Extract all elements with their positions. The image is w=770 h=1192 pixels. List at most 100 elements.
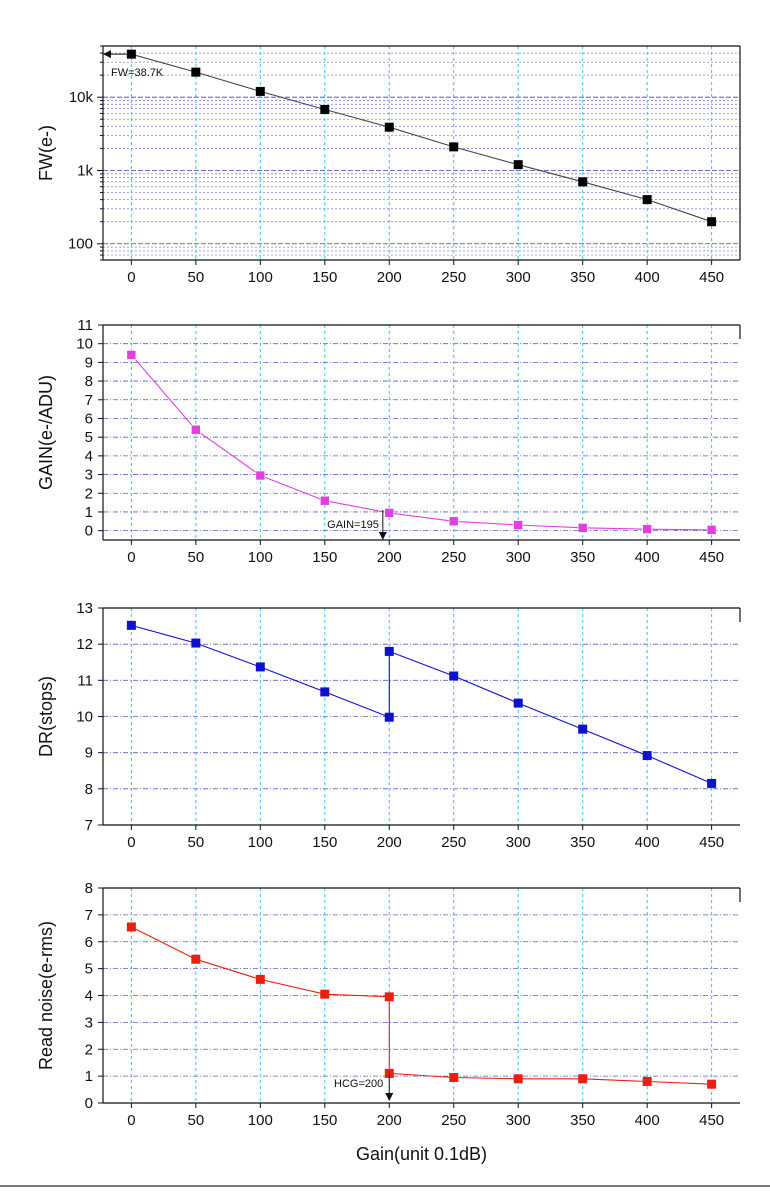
y-tick-label: 6 [85,410,93,427]
data-point [126,350,137,360]
x-tick-label: 250 [441,834,466,851]
y-tick-label: 11 [77,672,93,689]
y-tick-label: 1 [85,504,93,521]
x-tick-label: 50 [187,834,204,851]
data-point [707,217,717,227]
data-point [320,989,330,999]
data-point [642,195,652,205]
data-point [191,954,201,964]
data-point [191,67,201,77]
x-tick-label: 400 [635,834,660,851]
data-point [126,620,136,630]
y-tick-label: 1k [77,162,93,179]
data-point [642,524,652,534]
x-tick-label: 0 [127,549,135,566]
annotation-arrowhead [385,1093,394,1101]
data-point [577,523,588,533]
y-tick-label: 3 [85,1014,93,1031]
x-tick-label: 250 [441,269,466,286]
x-tick-label: 350 [570,269,595,286]
y-tick-label: 6 [85,934,93,951]
y-tick-label: 8 [85,373,93,390]
x-tick-label: 450 [699,834,724,851]
x-tick-label: 50 [187,269,204,286]
y-tick-label: 4 [85,448,93,465]
x-tick-label: 100 [248,549,273,566]
data-point [449,671,459,681]
data-point [513,160,523,170]
data-point [255,974,265,984]
x-tick-label: 400 [635,269,660,286]
data-point [384,712,394,722]
x-tick-label: 150 [312,269,337,286]
y-tick-label: 13 [76,600,93,617]
x-tick-label: 350 [570,1112,595,1129]
x-tick-label: 300 [506,269,531,286]
data-point [320,687,330,697]
x-tick-label: 150 [312,549,337,566]
y-tick-label: 12 [76,636,93,653]
y-tick-label: 100 [68,236,93,253]
y-tick-label: 10k [69,89,94,106]
y-tick-label: 2 [85,485,93,502]
data-point [320,104,330,114]
annotation-arrowhead [103,50,111,59]
y-tick-label: 3 [85,467,93,484]
data-point [707,778,717,788]
x-tick-label: 250 [441,549,466,566]
data-point [707,1079,717,1089]
x-tick-label: 300 [506,549,531,566]
y-tick-label: 9 [85,745,93,762]
y-tick-label: 1 [85,1068,93,1085]
x-tick-label: 150 [312,1112,337,1129]
x-tick-label: 400 [635,1112,660,1129]
y-axis-label: DR(stops) [36,676,56,757]
x-tick-label: 450 [699,549,724,566]
data-point [448,516,459,527]
x-tick-label: 100 [248,834,273,851]
data-point [191,424,201,435]
data-point [513,698,523,708]
series-line [131,53,712,223]
data-point [384,508,395,518]
x-tick-label: 300 [506,1112,531,1129]
y-tick-label: 11 [77,317,93,334]
x-tick-label: 250 [441,1112,466,1129]
y-tick-label: 5 [85,961,93,978]
y-tick-label: 5 [85,429,93,446]
data-point [255,470,266,481]
bottom-divider [0,1185,770,1187]
y-tick-label: 10 [76,336,93,353]
y-tick-label: 10 [76,709,93,726]
data-point [126,922,136,932]
data-point [384,122,394,132]
y-tick-label: 8 [85,880,93,897]
x-tick-label: 150 [312,834,337,851]
y-tick-label: 8 [85,781,93,798]
x-tick-label: 100 [248,1112,273,1129]
data-point [319,495,330,506]
y-axis-label: GAIN(e-/ADU) [36,375,56,490]
data-point [513,520,524,530]
y-tick-label: 7 [85,907,93,924]
data-point [578,1074,588,1084]
annotation-label: HCG=200 [334,1078,383,1090]
data-point [255,86,265,96]
data-point [513,1074,523,1084]
plot-area [103,325,740,540]
x-tick-label: 200 [377,269,402,286]
data-point [449,142,459,152]
x-tick-label: 200 [377,1112,402,1129]
x-tick-label: 0 [127,834,135,851]
data-point [255,662,265,672]
y-tick-label: 7 [85,817,93,834]
data-point [384,992,394,1002]
y-tick-label: 2 [85,1041,93,1058]
data-point [191,638,201,648]
annotation-label: FW=38.7K [111,67,164,79]
x-tick-label: 0 [127,269,135,286]
data-point [642,1077,652,1086]
y-tick-label: 7 [85,392,93,409]
